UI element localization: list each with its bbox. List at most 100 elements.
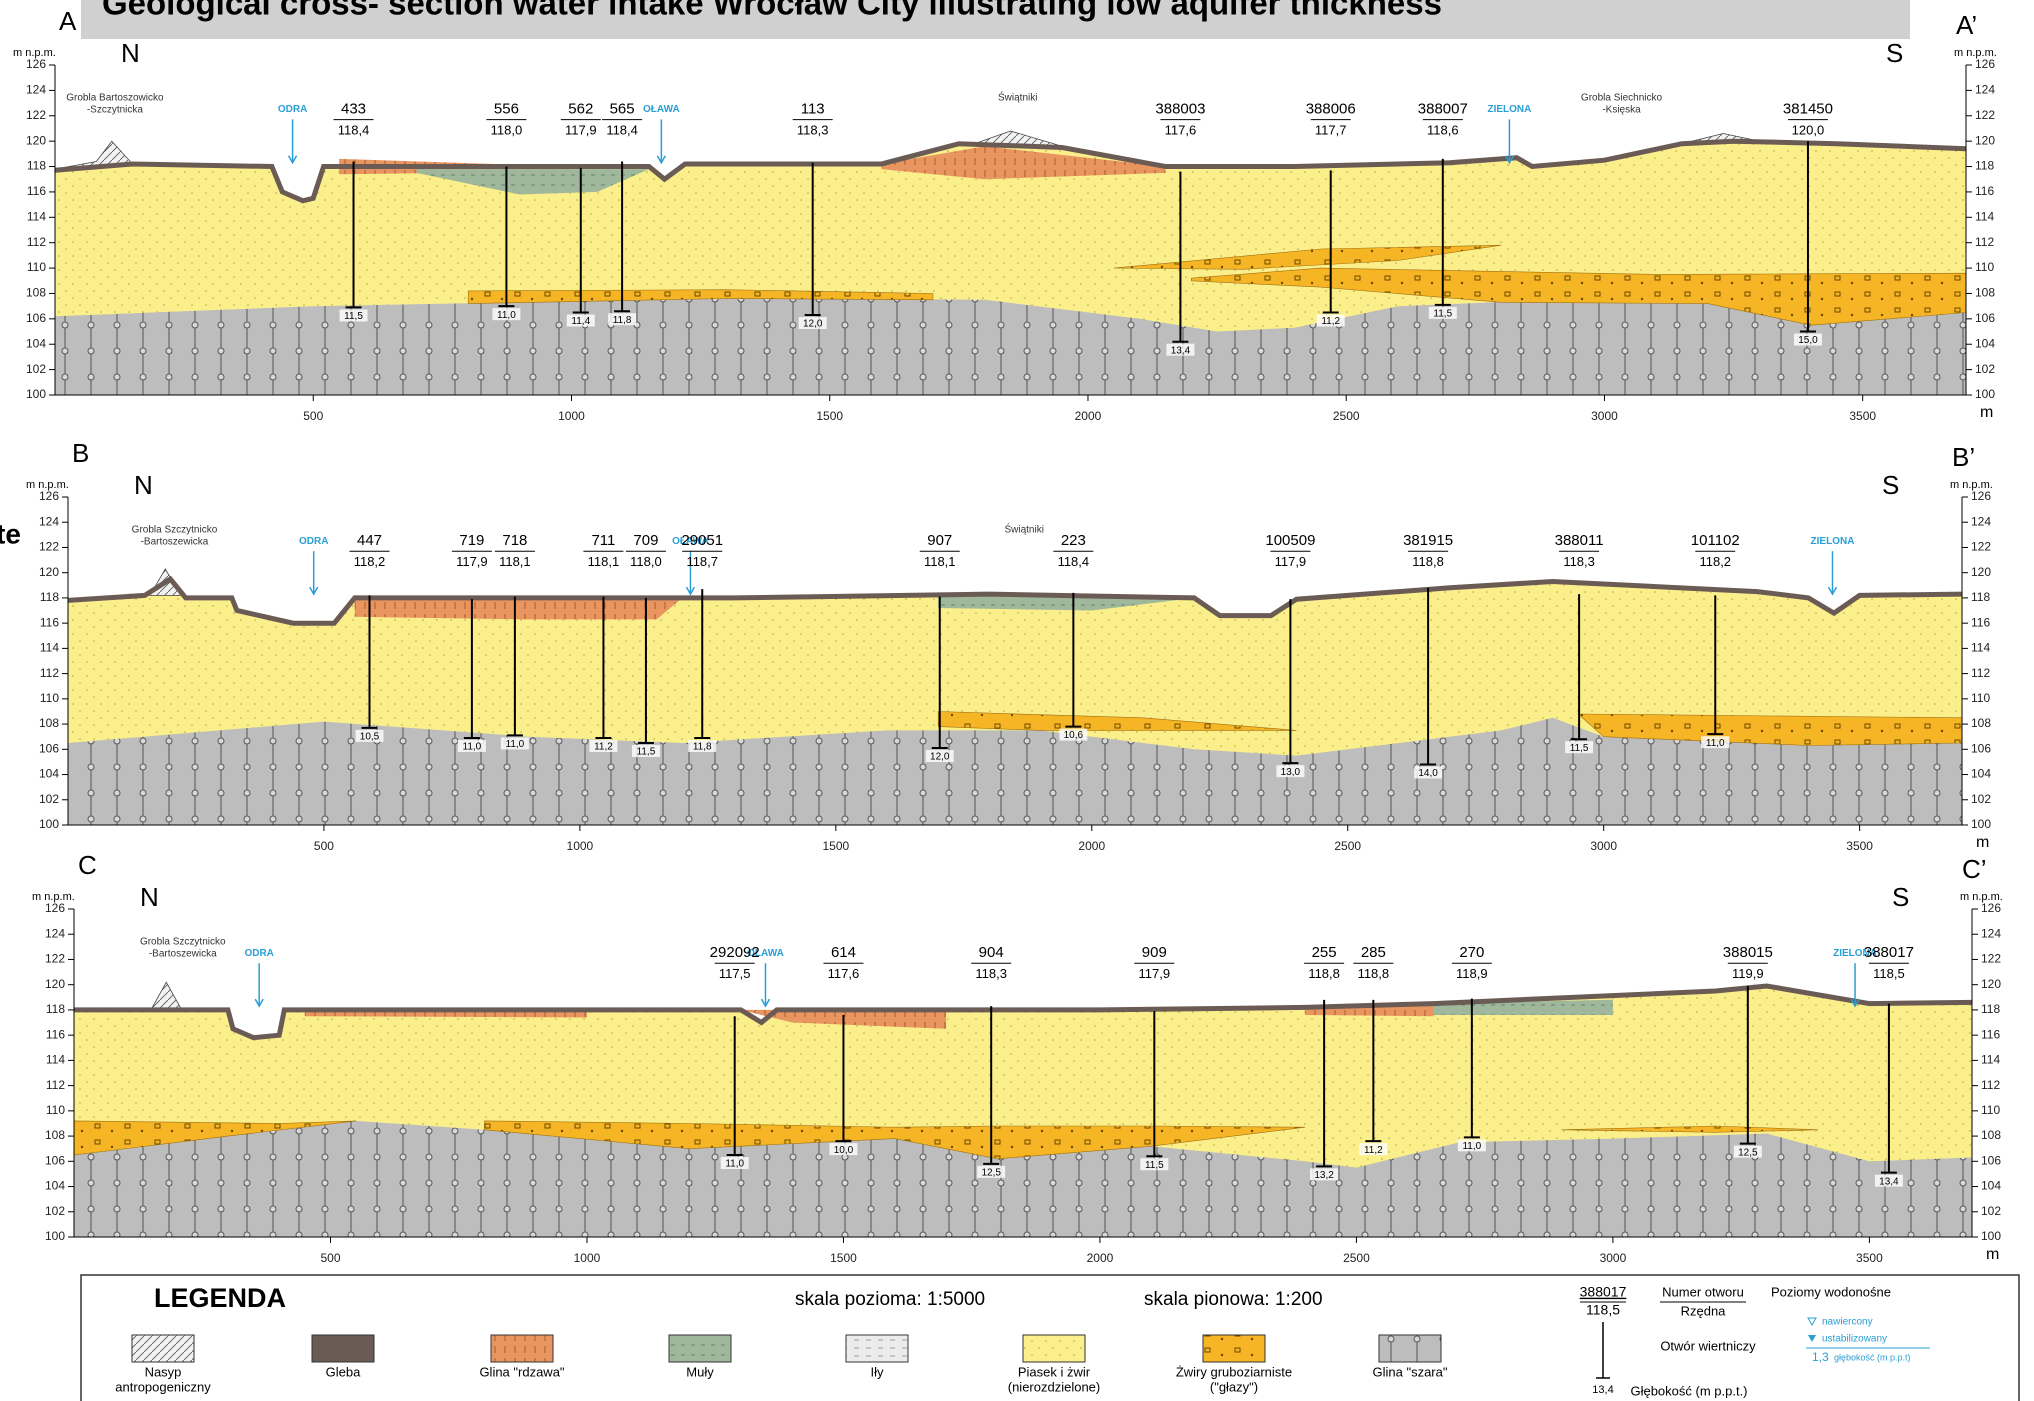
borehole-depth: 11,0 (725, 1159, 744, 1170)
borehole-number: 388006 (1306, 100, 1356, 117)
y-unit-right: m n.p.m. (1950, 479, 1993, 491)
y-tick-label-right: 118 (1971, 590, 1990, 604)
water-depth-value: 1,3 (1812, 1350, 1829, 1364)
place-label: -Szczytnicka (87, 105, 144, 116)
borehole-depth: 11,0 (497, 310, 516, 321)
borehole-number: 904 (979, 944, 1004, 961)
borehole-depth: 11,2 (1364, 1145, 1383, 1156)
x-tick-label: 1000 (567, 839, 594, 853)
borehole-depth: 11,5 (344, 311, 363, 322)
y-tick-label: 116 (46, 1027, 65, 1041)
y-tick-label-right: 120 (1981, 977, 2001, 991)
borehole-elevation: 118,7 (686, 554, 718, 569)
x-unit: m (1986, 1246, 1999, 1263)
borehole-number: 433 (341, 100, 366, 117)
y-tick-label: 102 (39, 792, 59, 806)
legend-swatch (132, 1335, 194, 1362)
y-tick-label-right: 122 (1981, 952, 2001, 966)
y-tick-label-right: 104 (1971, 767, 1991, 781)
borehole-elevation: 118,5 (1873, 966, 1905, 981)
sample-number: 388017 (1580, 1284, 1627, 1300)
y-tick-label: 106 (45, 1153, 65, 1167)
borehole-elevation: 118,8 (1412, 554, 1444, 569)
y-unit: m n.p.m. (13, 47, 56, 59)
y-tick-label-right: 110 (1975, 260, 1994, 274)
y-tick-label: 122 (26, 108, 46, 122)
y-tick-label-right: 112 (1971, 666, 1990, 680)
y-tick-label-right: 106 (1971, 741, 1991, 755)
x-unit: m (1976, 834, 1989, 851)
y-tick-label: 104 (45, 1179, 65, 1193)
legend-label: Gleba (326, 1364, 361, 1379)
legend-label: Glina "szara" (1373, 1364, 1448, 1379)
y-tick-label-right: 110 (1981, 1103, 2000, 1117)
borehole-number: 381915 (1403, 532, 1453, 549)
water-stable: ustabilizowany (1822, 1334, 1887, 1345)
borehole-elevation: 118,0 (491, 122, 523, 137)
y-tick-label-right: 100 (1971, 817, 1991, 831)
y-tick-label-right: 110 (1971, 691, 1990, 705)
river-label: ODRA (299, 536, 328, 547)
x-tick-label: 2500 (1333, 409, 1360, 423)
x-tick-label: 2000 (1087, 1251, 1114, 1265)
borehole-depth: 11,2 (1321, 316, 1340, 327)
borehole-depth: 11,0 (1706, 738, 1725, 749)
section-end: B’ (1952, 442, 1975, 472)
borehole-number: 270 (1459, 944, 1484, 961)
y-tick-label: 102 (26, 362, 46, 376)
legend-label: Iły (871, 1364, 885, 1379)
legend-label: Żwiry gruboziarniste (1176, 1364, 1292, 1379)
borehole-depth: 11,0 (1462, 1141, 1481, 1152)
river-label: ZIELONA (1811, 536, 1855, 547)
borehole-elevation: 118,3 (797, 122, 829, 137)
y-unit: m n.p.m. (32, 891, 75, 903)
x-tick-label: 1500 (822, 839, 849, 853)
borehole-elevation: 118,9 (1456, 966, 1488, 981)
y-tick-label-right: 118 (1975, 159, 1994, 173)
x-tick-label: 1500 (830, 1251, 857, 1265)
borehole-depth: 11,0 (506, 739, 525, 750)
y-tick-label-right: 104 (1981, 1179, 2001, 1193)
title: Geological cross- section water intake W… (102, 0, 1442, 22)
borehole-number: 556 (494, 100, 519, 117)
x-tick-label: 500 (314, 839, 334, 853)
place-label: Grobla Bartoszowicko (66, 93, 164, 104)
y-tick-label: 124 (39, 514, 59, 528)
legend-title: LEGENDA (154, 1283, 286, 1313)
y-tick-label: 110 (46, 1103, 65, 1117)
borehole-number: 711 (591, 532, 615, 549)
place-label: Świątniki (998, 91, 1037, 104)
x-tick-label: 3500 (1846, 839, 1873, 853)
y-tick-label: 112 (46, 1078, 65, 1092)
borehole-elevation: 118,3 (1563, 554, 1595, 569)
borehole-depth: 10,5 (360, 732, 380, 743)
borehole-number: 709 (633, 532, 658, 549)
legend-swatch (1379, 1335, 1441, 1362)
borehole-depth: 15,0 (1798, 335, 1818, 346)
borehole-elevation: 118,2 (1699, 554, 1731, 569)
x-tick-label: 2000 (1075, 409, 1102, 423)
y-tick-label: 104 (39, 767, 59, 781)
y-tick-label: 116 (27, 184, 46, 198)
place-label: -Bartoszewicka (141, 536, 209, 547)
y-tick-label-right: 112 (1981, 1078, 2000, 1092)
river-label: OŁAWA (643, 104, 680, 115)
borehole-depth: 12,0 (930, 752, 950, 763)
y-tick-label-right: 124 (1971, 514, 1991, 528)
y-tick-label: 126 (45, 901, 65, 915)
y-tick-label: 120 (45, 977, 65, 991)
y-tick-label-right: 100 (1981, 1229, 2001, 1243)
y-tick-label-right: 108 (1981, 1128, 2001, 1142)
borehole-number: 388003 (1155, 100, 1205, 117)
y-tick-label-right: 102 (1975, 362, 1995, 376)
y-tick-label: 100 (26, 387, 46, 401)
y-tick-label: 108 (26, 286, 46, 300)
borehole-elevation: 117,6 (828, 966, 860, 981)
x-tick-label: 3500 (1856, 1251, 1883, 1265)
borehole-number: 388011 (1555, 532, 1604, 549)
borehole-number: 718 (502, 532, 527, 549)
embankment (151, 982, 182, 1010)
legend-swatch (846, 1335, 908, 1362)
water-title: Poziomy wodonośne (1771, 1284, 1891, 1299)
